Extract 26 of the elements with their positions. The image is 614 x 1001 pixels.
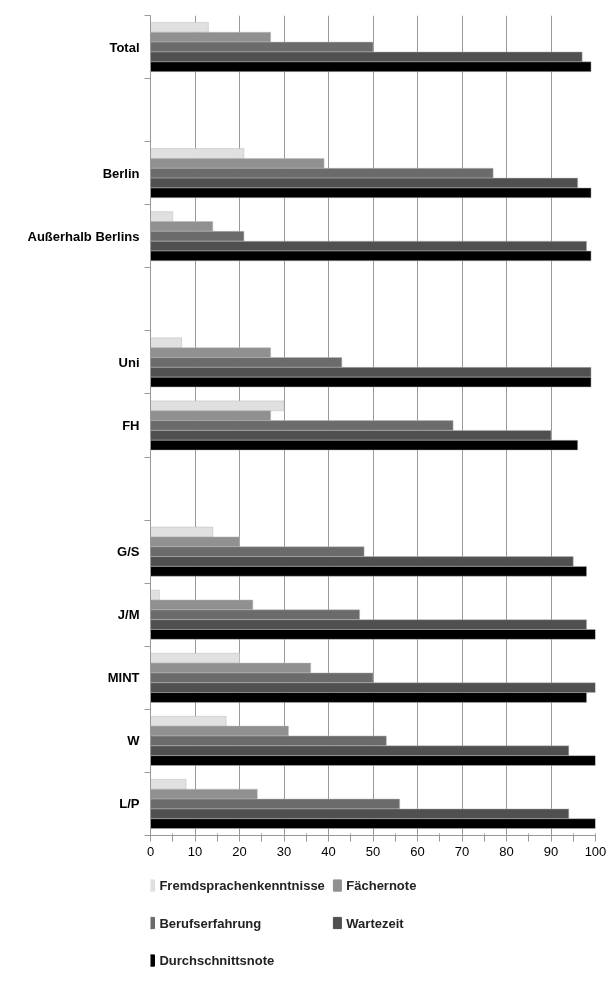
x-tick-label: 80 bbox=[499, 843, 514, 859]
x-tick-label: 100 bbox=[584, 843, 607, 859]
y-tick-label: G/S bbox=[117, 544, 140, 560]
y-tick-label: Berlin bbox=[102, 165, 140, 181]
y-tick-label: Außerhalb Berlins bbox=[27, 228, 140, 244]
legend-label: Wartezeit bbox=[346, 915, 405, 931]
x-tick-label: 50 bbox=[365, 843, 381, 859]
legend-label: Fremdsprachenkenntnisse bbox=[159, 878, 325, 893]
y-tick-label: J/M bbox=[117, 607, 140, 623]
x-tick-label: 90 bbox=[543, 843, 559, 859]
legend-label: Fächernote bbox=[346, 878, 417, 893]
x-tick-label: 40 bbox=[321, 843, 336, 859]
y-tick-label: Total bbox=[109, 39, 140, 55]
legend-label: Berufserfahrung bbox=[159, 915, 262, 931]
x-tick-label: 60 bbox=[410, 843, 425, 859]
y-tick-label: MINT bbox=[107, 670, 140, 686]
y-tick-label: FH bbox=[122, 418, 140, 433]
x-tick-label: 20 bbox=[232, 843, 247, 859]
y-tick-label: W bbox=[127, 733, 141, 749]
x-tick-label: 70 bbox=[454, 843, 470, 859]
legend-label: Durchschnittsnote bbox=[159, 953, 275, 968]
y-tick-label: Uni bbox=[118, 354, 140, 370]
x-tick-label: 0 bbox=[146, 843, 155, 859]
x-tick-label: 30 bbox=[276, 843, 292, 859]
x-tick-label: 10 bbox=[187, 843, 203, 859]
y-tick-label: L/P bbox=[119, 796, 140, 812]
